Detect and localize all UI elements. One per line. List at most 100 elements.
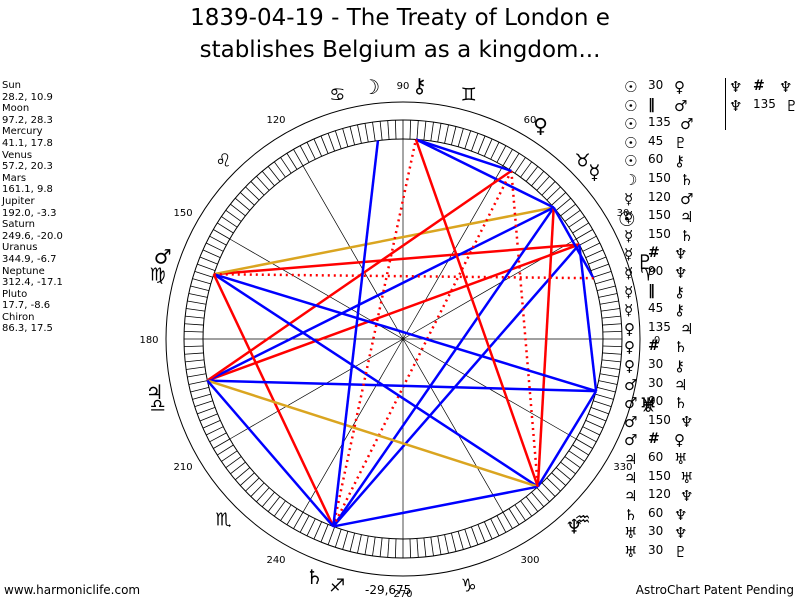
- degree-tick: [394, 120, 397, 140]
- degree-tick: [423, 121, 427, 141]
- planet-name: Jupiter: [2, 195, 35, 207]
- degree-tick: [514, 504, 526, 521]
- degree-tick: [394, 538, 397, 558]
- degree-tick: [192, 278, 211, 285]
- aspect-planet-2: ♀: [674, 431, 685, 450]
- aspect-planet-1: ♂: [624, 375, 638, 394]
- aspect-planet-2: ♀: [674, 78, 685, 96]
- aspect-line: [415, 138, 555, 209]
- degree-tick: [576, 229, 593, 240]
- degree-tick: [250, 181, 265, 196]
- degree-tick: [541, 181, 556, 196]
- aspect-planet-1: ☿: [624, 226, 634, 245]
- degree-tick: [568, 450, 585, 462]
- aspect-planet-1: ☿: [624, 245, 634, 264]
- degree-tick: [245, 186, 260, 201]
- degree-tick: [593, 270, 612, 278]
- degree-tick: [306, 141, 316, 160]
- degree-tick: [342, 128, 349, 147]
- aspect-degree: 135: [648, 115, 671, 130]
- sign-spoke: [229, 338, 404, 440]
- aspect-line: [510, 170, 540, 487]
- aspect-degree: ‖: [648, 282, 655, 299]
- degree-tick: [536, 487, 550, 503]
- degree-tick: [599, 373, 619, 378]
- zodiac-sign-glyph: ♑: [461, 575, 477, 596]
- degree-tick: [588, 413, 607, 422]
- degree-tick: [327, 526, 335, 545]
- aspect-planet-2: ⚷: [674, 282, 685, 301]
- degree-tick: [483, 521, 493, 540]
- degree-tick: [531, 170, 545, 187]
- footer-website[interactable]: www.harmoniclife.com: [4, 583, 141, 597]
- degree-tick: [409, 538, 412, 558]
- aspect-planet-1: ♆: [729, 97, 743, 115]
- title-line-1: 1839-04-19 - The Treaty of London e: [190, 5, 610, 31]
- aspect-planet-1: ♀: [624, 319, 635, 338]
- degree-tick: [555, 467, 572, 481]
- aspect-line: [332, 206, 555, 528]
- degree-tick: [602, 323, 622, 326]
- degree-tick: [293, 149, 304, 166]
- degree-tick: [192, 393, 211, 400]
- degree-tick: [546, 477, 561, 492]
- degree-tick: [327, 133, 335, 152]
- degree-tick: [564, 209, 581, 222]
- planet-glyph: ♇: [636, 250, 654, 274]
- degree-tick: [185, 359, 205, 363]
- aspect-planet-2: ⚷: [674, 357, 685, 375]
- degree-tick: [187, 300, 207, 305]
- degree-tick: [186, 308, 206, 312]
- degree-tick: [601, 359, 621, 363]
- planet-values: 249.6, -20.0: [2, 230, 63, 242]
- planet-values: 192.0, -3.3: [2, 207, 57, 219]
- degree-tick: [477, 524, 486, 543]
- degree-tick: [364, 123, 369, 143]
- degree-tick: [213, 229, 230, 240]
- degree-tick: [221, 216, 238, 228]
- degree-tick: [334, 529, 342, 548]
- degree-tick: [197, 263, 216, 271]
- degree-tick: [299, 145, 310, 163]
- degree-label: 330: [613, 462, 632, 473]
- aspect-degree: 45: [648, 301, 664, 316]
- aspect-planet-1: ♆: [729, 78, 743, 96]
- degree-tick: [364, 535, 369, 555]
- degree-tick: [261, 491, 275, 508]
- aspect-degree: #: [753, 78, 765, 94]
- aspect-line: [332, 170, 513, 528]
- aspect-degree: ‖: [648, 96, 655, 113]
- degree-tick: [477, 135, 486, 154]
- degree-tick: [564, 456, 581, 469]
- degree-tick: [536, 175, 550, 191]
- planet-name: Neptune: [2, 265, 45, 277]
- aspect-line: [213, 273, 597, 393]
- degree-label: 300: [520, 555, 539, 566]
- degree-tick: [299, 515, 310, 533]
- degree-tick: [560, 203, 576, 217]
- degree-tick: [568, 216, 585, 228]
- degree-tick: [273, 500, 286, 517]
- degree-tick: [593, 400, 612, 408]
- degree-tick: [197, 407, 216, 415]
- degree-tick: [502, 512, 513, 529]
- chart-title: 1839-04-19 - The Treaty of London e stab…: [0, 2, 800, 66]
- degree-tick: [217, 222, 234, 234]
- aspect-degree: 150: [648, 208, 671, 223]
- degree-tick: [379, 121, 383, 141]
- degree-tick: [186, 366, 206, 370]
- sign-spoke: [302, 165, 404, 340]
- degree-tick: [437, 123, 442, 143]
- aspect-line: [415, 138, 512, 173]
- degree-tick: [188, 293, 208, 298]
- degree-tick: [423, 537, 427, 557]
- aspect-line: [332, 140, 380, 527]
- degree-tick: [286, 153, 298, 170]
- aspect-degree: 135: [648, 319, 671, 334]
- degree-tick: [250, 482, 265, 497]
- degree-tick: [342, 531, 349, 550]
- aspect-planet-2: ♆: [674, 524, 688, 543]
- aspect-planet-1: ♃: [624, 487, 638, 506]
- degree-label: 150: [173, 208, 192, 219]
- degree-label: 120: [266, 115, 285, 126]
